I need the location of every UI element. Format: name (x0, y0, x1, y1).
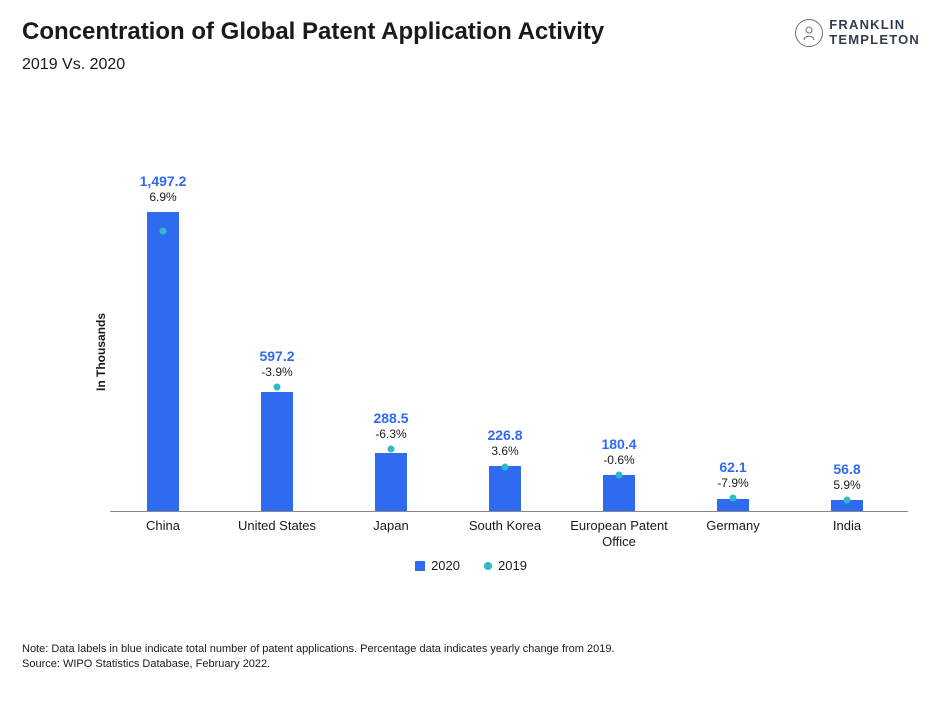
bar (147, 212, 179, 511)
marker-dot (730, 494, 737, 501)
footnotes: Note: Data labels in blue indicate total… (22, 642, 615, 672)
legend: 2020 2019 (0, 558, 942, 573)
value-pct: -6.3% (336, 427, 446, 441)
x-axis-label: United States (217, 518, 337, 534)
value-number: 1,497.2 (108, 173, 218, 189)
footnote-note: Note: Data labels in blue indicate total… (22, 642, 615, 657)
y-axis-label: In Thousands (94, 313, 108, 391)
x-axis-label: China (103, 518, 223, 534)
x-axis-label: European Patent Office (559, 518, 679, 551)
value-pct: 5.9% (792, 478, 902, 492)
value-number: 180.4 (564, 436, 674, 452)
title-block: Concentration of Global Patent Applicati… (22, 18, 795, 74)
value-label: 180.4-0.6% (564, 436, 674, 467)
value-pct: 3.6% (450, 444, 560, 458)
legend-label-2019: 2019 (498, 558, 527, 573)
value-number: 226.8 (450, 427, 560, 443)
brand-line-2: TEMPLETON (829, 33, 920, 48)
value-pct: -3.9% (222, 365, 332, 379)
footnote-source: Source: WIPO Statistics Database, Februa… (22, 657, 615, 672)
x-axis-label: India (787, 518, 907, 534)
value-pct: -0.6% (564, 453, 674, 467)
marker-dot (274, 383, 281, 390)
value-number: 597.2 (222, 348, 332, 364)
x-axis-label: South Korea (445, 518, 565, 534)
marker-dot (388, 446, 395, 453)
plot-region: 1,497.26.9%597.2-3.9%288.5-6.3%226.83.6%… (110, 192, 908, 512)
x-axis-labels: ChinaUnited StatesJapanSouth KoreaEurope… (110, 518, 908, 558)
value-number: 56.8 (792, 461, 902, 477)
value-label: 226.83.6% (450, 427, 560, 458)
header: Concentration of Global Patent Applicati… (0, 0, 942, 74)
value-number: 62.1 (678, 459, 788, 475)
brand-line-1: FRANKLIN (829, 18, 920, 33)
chart-title: Concentration of Global Patent Applicati… (22, 18, 795, 46)
bar (375, 453, 407, 511)
value-label: 62.1-7.9% (678, 459, 788, 490)
chart-area: In Thousands 1,497.26.9%597.2-3.9%288.5-… (110, 192, 908, 512)
legend-square-icon (415, 561, 425, 571)
value-label: 288.5-6.3% (336, 410, 446, 441)
value-label: 56.85.9% (792, 461, 902, 492)
x-axis-label: Germany (673, 518, 793, 534)
marker-dot (502, 464, 509, 471)
marker-dot (844, 497, 851, 504)
value-pct: 6.9% (108, 190, 218, 204)
bar (261, 392, 293, 511)
legend-dot-icon (484, 562, 492, 570)
brand-logo: FRANKLIN TEMPLETON (795, 18, 920, 48)
chart-subtitle: 2019 Vs. 2020 (22, 56, 795, 74)
x-axis-label: Japan (331, 518, 451, 534)
brand-text: FRANKLIN TEMPLETON (829, 18, 920, 48)
marker-dot (160, 227, 167, 234)
legend-item-2020: 2020 (415, 558, 460, 573)
value-label: 597.2-3.9% (222, 348, 332, 379)
value-number: 288.5 (336, 410, 446, 426)
legend-label-2020: 2020 (431, 558, 460, 573)
value-pct: -7.9% (678, 476, 788, 490)
legend-item-2019: 2019 (484, 558, 527, 573)
brand-emblem-icon (795, 19, 823, 47)
marker-dot (616, 471, 623, 478)
value-label: 1,497.26.9% (108, 173, 218, 204)
bar (489, 466, 521, 511)
bar (603, 475, 635, 511)
